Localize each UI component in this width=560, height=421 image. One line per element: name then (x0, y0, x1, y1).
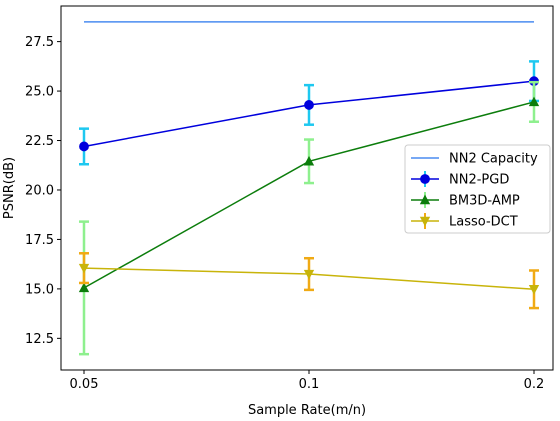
plot-area (78, 21, 540, 356)
y-axis-title: PSNR(dB) (2, 157, 17, 219)
legend-label: NN2-PGD (449, 173, 509, 188)
data-point (78, 263, 90, 274)
data-point (303, 269, 315, 280)
x-tick-label: 0.05 (70, 377, 99, 392)
x-axis: 0.05 0.1 0.2 (70, 370, 545, 392)
y-tick-label: 17.5 (25, 233, 54, 248)
legend-label: Lasso-DCT (449, 215, 518, 230)
data-point (304, 100, 314, 110)
data-point (303, 155, 315, 166)
legend-label: NN2 Capacity (449, 152, 538, 167)
y-tick-label: 22.5 (25, 134, 54, 149)
y-tick-label: 27.5 (25, 35, 54, 50)
legend-box (404, 144, 551, 234)
data-point (78, 282, 90, 293)
y-tick-label: 12.5 (25, 332, 54, 347)
data-point (528, 96, 540, 107)
legend-item: NN2-PGD (411, 171, 509, 188)
series-nn2-pgd (79, 60, 539, 166)
data-point (79, 141, 89, 152)
legend-item: BM3D-AMP (411, 192, 520, 209)
legend: NN2 Capacity NN2-PGD BM3D-AMP Lasso-DCT (404, 144, 551, 234)
y-axis: 12.5 15.0 17.5 20.0 22.5 25.0 27.5 (25, 35, 61, 347)
data-point (528, 285, 540, 295)
series-bm3d-amp (78, 80, 540, 356)
legend-item: NN2 Capacity (411, 152, 538, 167)
plot-frame (60, 5, 554, 371)
legend-marker (419, 216, 431, 227)
legend-marker (419, 194, 431, 205)
y-tick-label: 15.0 (25, 282, 54, 297)
y-tick-label: 20.0 (25, 183, 54, 198)
legend-label: BM3D-AMP (449, 194, 520, 209)
legend-marker (420, 174, 430, 184)
x-tick-label: 0.2 (524, 377, 545, 392)
series-lasso-dct (78, 252, 540, 310)
legend-item: Lasso-DCT (411, 213, 518, 230)
x-axis-title: Sample Rate(m/n) (248, 403, 366, 418)
y-tick-label: 25.0 (25, 85, 54, 100)
x-tick-label: 0.1 (299, 377, 320, 392)
